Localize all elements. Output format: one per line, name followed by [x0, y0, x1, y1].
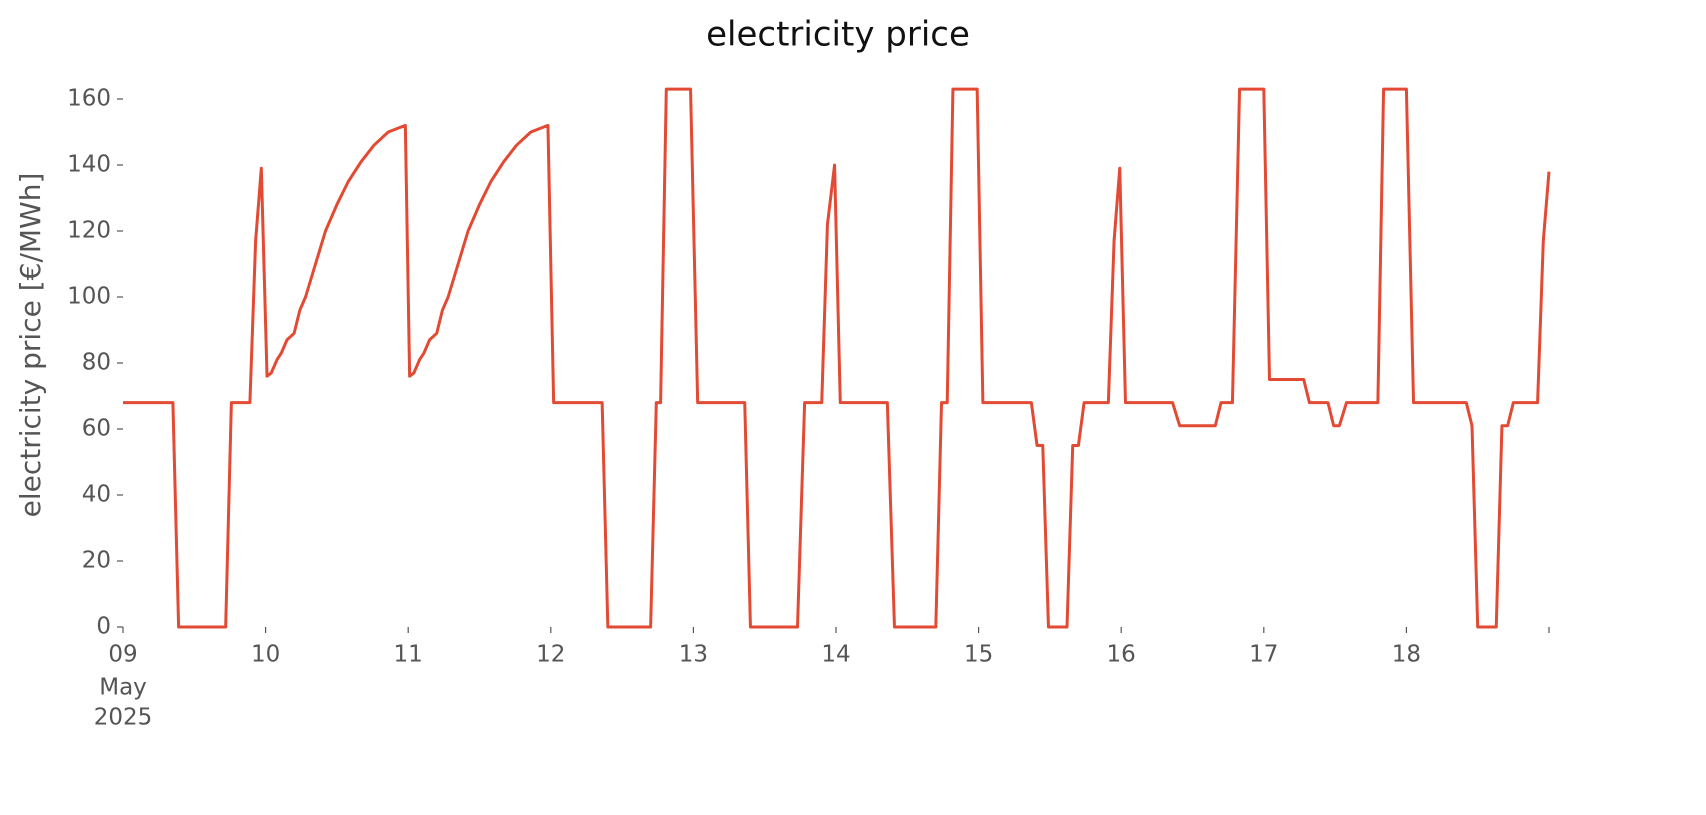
y-tick-label: 160: [67, 86, 111, 112]
x-tick-label: 15: [964, 642, 993, 668]
y-tick-label: 0: [96, 614, 111, 640]
x-tick-label: 18: [1392, 642, 1421, 668]
x-tick-label: 10: [251, 642, 280, 668]
y-tick-label: 80: [82, 350, 111, 376]
price-line: [123, 87, 1551, 629]
x-tick-label: 11: [394, 642, 423, 668]
x-tick-label: 13: [679, 642, 708, 668]
x-tick-label: 12: [536, 642, 565, 668]
x-tick-label: 09: [108, 642, 137, 668]
y-tick-label: 20: [82, 548, 111, 574]
chart-title: electricity price: [706, 15, 970, 55]
x-tick-label: 17: [1249, 642, 1278, 668]
x-date-label: 2025: [94, 705, 153, 731]
y-tick-label: 120: [67, 218, 111, 244]
y-tick-label: 100: [67, 284, 111, 310]
y-tick-label: 40: [82, 482, 111, 508]
x-tick-label: 16: [1107, 642, 1136, 668]
y-axis-label: electricity price [€/MWh]: [14, 173, 47, 518]
x-tick-label: 14: [821, 642, 850, 668]
y-tick-label: 140: [67, 152, 111, 178]
y-tick-label: 60: [82, 416, 111, 442]
x-date-label: May: [99, 675, 147, 701]
